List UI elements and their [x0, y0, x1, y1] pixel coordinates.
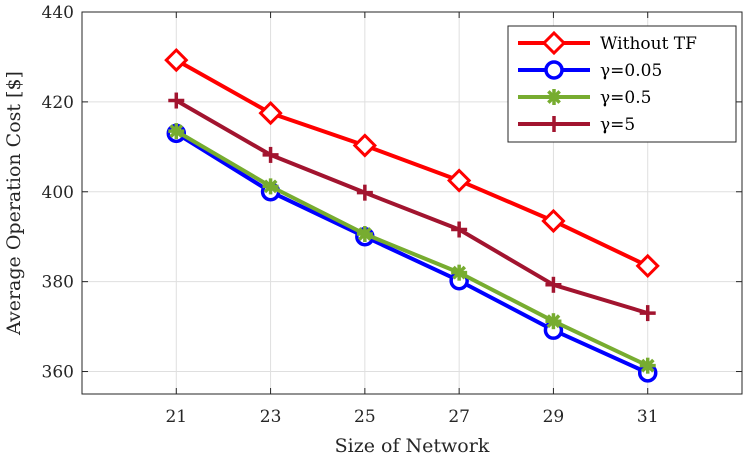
series-2-point — [356, 226, 373, 243]
legend-label: Without TF — [600, 34, 697, 54]
y-tick-label: 440 — [42, 3, 74, 23]
y-tick-label: 400 — [42, 183, 74, 203]
y-tick-label: 360 — [42, 363, 74, 383]
x-tick-label: 29 — [543, 407, 565, 427]
legend-entry: γ=0.5 — [518, 88, 651, 108]
series-3-point — [545, 276, 562, 293]
series-0-point — [352, 133, 377, 158]
legend-entry: γ=5 — [518, 115, 635, 135]
legend-label: γ=5 — [600, 115, 635, 135]
legend-marker — [544, 60, 564, 80]
axis-ticks: 21 23 25 27 29 31 360 380 400 420 440 — [42, 3, 742, 427]
series-0-line — [175, 58, 649, 268]
x-tick-label: 31 — [637, 407, 659, 427]
x-tick-label: 23 — [260, 407, 282, 427]
x-tick-label: 21 — [165, 407, 187, 427]
series-2-point — [262, 178, 279, 195]
x-axis-label: Size of Network — [335, 435, 490, 457]
legend: Without TF γ=0.05 γ=0.5 γ=5 — [507, 25, 737, 143]
series-0-point — [164, 47, 189, 73]
legend-marker — [541, 30, 567, 56]
y-axis-label: Average Operation Cost [$] — [3, 71, 25, 336]
series-2-point — [545, 313, 562, 330]
legend-label: γ=0.05 — [600, 61, 662, 81]
series-3-point — [356, 184, 373, 201]
plot-area-frame — [81, 11, 743, 395]
series-2-point — [451, 264, 468, 281]
series-3-line — [175, 98, 649, 316]
series-3-point — [639, 305, 656, 322]
series-0-point — [541, 208, 566, 234]
series-0-point — [447, 168, 472, 193]
x-tick-label: 27 — [448, 407, 470, 427]
series-0-point — [258, 100, 283, 126]
series-1-line — [175, 131, 649, 375]
legend-entry: Without TF — [518, 30, 697, 56]
legend-entry: γ=0.05 — [518, 60, 662, 81]
legend-marker — [546, 89, 562, 105]
series-0-point — [635, 253, 660, 279]
legend-marker — [546, 116, 562, 132]
series-3-point — [262, 146, 279, 163]
y-tick-label: 420 — [42, 93, 74, 113]
series-2-line — [175, 129, 649, 368]
series-2-point — [639, 357, 656, 374]
legend-label: γ=0.5 — [600, 88, 651, 108]
x-tick-label: 25 — [354, 407, 376, 427]
series-3-point — [451, 221, 468, 238]
series-group — [164, 47, 660, 383]
series-2-point — [168, 123, 185, 140]
series-3-point — [168, 92, 185, 109]
y-tick-label: 380 — [42, 273, 74, 293]
